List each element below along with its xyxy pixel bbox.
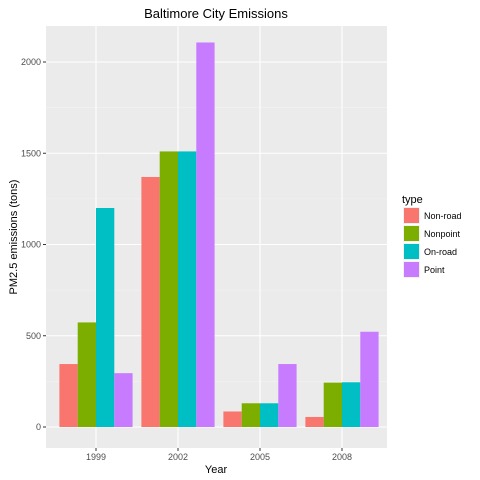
legend-label: Non-road	[424, 211, 462, 221]
legend-label: On-road	[424, 247, 457, 257]
legend-swatch-point	[404, 262, 419, 277]
legend-swatch-non-road	[404, 208, 419, 223]
bar-nonpoint-1999	[77, 322, 96, 427]
bar-non-road-2002	[141, 176, 160, 427]
y-tick-label: 2000	[21, 57, 41, 67]
bar-on-road-1999	[96, 208, 115, 427]
bar-point-2008	[360, 331, 379, 427]
y-axis-ticks: 0 500 1000 1500 2000	[21, 57, 46, 432]
y-tick-label: 0	[36, 422, 41, 432]
y-tick-label: 500	[26, 331, 41, 341]
chart-title: Baltimore City Emissions	[144, 6, 288, 21]
bar-point-1999	[114, 373, 133, 427]
legend-label: Point	[424, 265, 445, 275]
bar-non-road-2005	[223, 411, 242, 427]
x-axis-ticks: 1999 2002 2005 2008	[86, 448, 352, 462]
legend-swatch-on-road	[404, 244, 419, 259]
bar-on-road-2002	[178, 151, 197, 428]
bar-non-road-2008	[305, 416, 324, 427]
bars	[59, 42, 379, 428]
x-tick-label: 2008	[332, 452, 352, 462]
y-tick-label: 1500	[21, 148, 41, 158]
legend-title: type	[402, 194, 423, 206]
bar-point-2005	[278, 364, 297, 427]
legend: type Non-road Nonpoint On-road Point	[402, 194, 462, 278]
y-axis-title: PM2.5 emissions (tons)	[8, 180, 20, 295]
bar-nonpoint-2005	[241, 403, 260, 427]
y-tick-label: 1000	[21, 240, 41, 250]
bar-on-road-2008	[342, 382, 361, 427]
legend-label: Nonpoint	[424, 229, 461, 239]
x-tick-label: 1999	[86, 452, 106, 462]
x-axis-title: Year	[205, 464, 228, 476]
bar-on-road-2005	[260, 403, 279, 427]
bar-non-road-1999	[59, 364, 78, 427]
x-tick-label: 2002	[168, 452, 188, 462]
bar-nonpoint-2002	[159, 151, 178, 428]
legend-swatch-nonpoint	[404, 226, 419, 241]
bar-point-2002	[196, 42, 215, 427]
legend-items: Non-road Nonpoint On-road Point	[403, 207, 462, 278]
x-tick-label: 2005	[250, 452, 270, 462]
bar-nonpoint-2008	[323, 382, 342, 427]
